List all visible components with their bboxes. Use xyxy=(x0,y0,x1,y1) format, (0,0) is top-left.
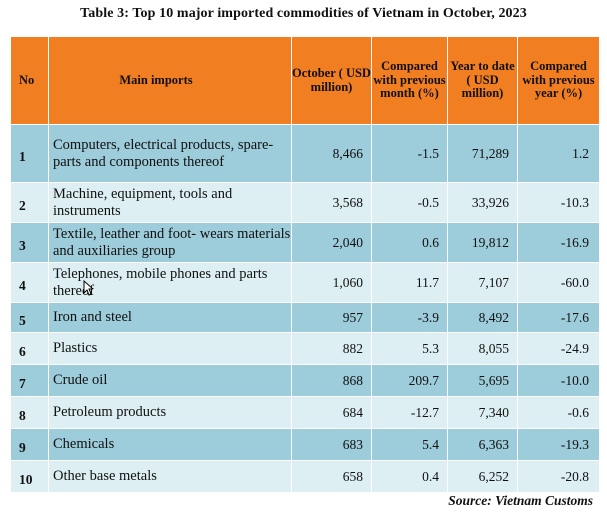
commodity-name: Iron and steel xyxy=(48,302,292,333)
commodity-name: Computers, electrical products, spare-pa… xyxy=(48,124,292,183)
ytd-value: 6,252 xyxy=(447,460,518,493)
ytd-value: 19,812 xyxy=(447,222,518,263)
ytd-value: 8,492 xyxy=(447,302,518,333)
header-main-imports: Main imports xyxy=(48,36,292,125)
october-value: 2,040 xyxy=(291,222,372,263)
table-row: 1 Computers, electrical products, spare-p… xyxy=(10,124,600,183)
yoy-change: -19.3 xyxy=(517,428,600,461)
header-ytd: Year to date ( USD million) xyxy=(447,36,518,125)
october-value: 8,466 xyxy=(291,124,372,183)
row-number: 1 xyxy=(10,124,49,183)
mom-change: -1.5 xyxy=(371,124,448,183)
header-october: October ( USD million) xyxy=(291,36,372,125)
table-row: 8 Petroleum products 684 -12.7 7,340 -0.6 xyxy=(10,396,600,429)
october-value: 868 xyxy=(291,364,372,397)
yoy-change: -10.3 xyxy=(517,182,600,223)
commodity-name: Chemicals xyxy=(48,428,292,461)
commodity-name: Plastics xyxy=(48,332,292,365)
table-row: 3 Textile, leather and foot- wears materi… xyxy=(10,222,600,263)
october-value: 683 xyxy=(291,428,372,461)
commodity-name: Machine, equipment, tools and instrument… xyxy=(48,182,292,223)
october-value: 684 xyxy=(291,396,372,429)
mom-change: -3.9 xyxy=(371,302,448,333)
yoy-change: -0.6 xyxy=(517,396,600,429)
commodity-name: Other base metals xyxy=(48,460,292,493)
ytd-value: 6,363 xyxy=(447,428,518,461)
yoy-change: 1.2 xyxy=(517,124,600,183)
ytd-value: 8,055 xyxy=(447,332,518,365)
october-value: 882 xyxy=(291,332,372,365)
commodity-name: Textile, leather and foot- wears materia… xyxy=(48,222,292,263)
yoy-change: -60.0 xyxy=(517,262,600,303)
yoy-change: -20.8 xyxy=(517,460,600,493)
ytd-value: 5,695 xyxy=(447,364,518,397)
row-number: 2 xyxy=(10,182,49,223)
row-number: 3 xyxy=(10,222,49,263)
commodity-name: Crude oil xyxy=(48,364,292,397)
header-row: No Main imports October ( USD million) C… xyxy=(10,36,600,125)
table-row: 6 Plastics 882 5.3 8,055 -24.9 xyxy=(10,332,600,365)
commodity-name: Telephones, mobile phones and parts ther… xyxy=(48,262,292,303)
mouse-pointer-icon xyxy=(83,280,93,296)
mom-change: 209.7 xyxy=(371,364,448,397)
ytd-value: 71,289 xyxy=(447,124,518,183)
ytd-value: 33,926 xyxy=(447,182,518,223)
table-row: 5 Iron and steel 957 -3.9 8,492 -17.6 xyxy=(10,302,600,333)
row-number: 9 xyxy=(10,428,49,461)
yoy-change: -17.6 xyxy=(517,302,600,333)
source-note: Source: Vietnam Customs xyxy=(448,493,593,508)
october-value: 1,060 xyxy=(291,262,372,303)
mom-change: 5.3 xyxy=(371,332,448,365)
row-number: 7 xyxy=(10,364,49,397)
row-number: 8 xyxy=(10,396,49,429)
row-number: 5 xyxy=(10,302,49,333)
ytd-value: 7,107 xyxy=(447,262,518,303)
yoy-change: -24.9 xyxy=(517,332,600,365)
row-number: 10 xyxy=(10,460,49,493)
october-value: 658 xyxy=(291,460,372,493)
mom-change: 11.7 xyxy=(371,262,448,303)
mom-change: 0.6 xyxy=(371,222,448,263)
october-value: 3,568 xyxy=(291,182,372,223)
mom-change: -12.7 xyxy=(371,396,448,429)
october-value: 957 xyxy=(291,302,372,333)
header-mom: Compared with previous month (%) xyxy=(371,36,448,125)
yoy-change: -10.0 xyxy=(517,364,600,397)
mom-change: 0.4 xyxy=(371,460,448,493)
table-row: 2 Machine, equipment, tools and instrumen… xyxy=(10,182,600,223)
mom-change: -0.5 xyxy=(371,182,448,223)
ytd-value: 7,340 xyxy=(447,396,518,429)
imports-table: No Main imports October ( USD million) C… xyxy=(10,36,600,493)
row-number: 4 xyxy=(10,262,49,303)
table-title: Table 3: Top 10 major imported commoditi… xyxy=(80,6,527,21)
table-row: 9 Chemicals 683 5.4 6,363 -19.3 xyxy=(10,428,600,461)
row-number: 6 xyxy=(10,332,49,365)
header-no: No xyxy=(10,36,49,125)
commodity-name: Petroleum products xyxy=(48,396,292,429)
mom-change: 5.4 xyxy=(371,428,448,461)
table-row: 10 Other base metals 658 0.4 6,252 -20.8 xyxy=(10,460,600,493)
yoy-change: -16.9 xyxy=(517,222,600,263)
header-yoy: Compared with previous year (%) xyxy=(517,36,600,125)
table-row: 4 Telephones, mobile phones and parts the… xyxy=(10,262,600,303)
table-row: 7 Crude oil 868 209.7 5,695 -10.0 xyxy=(10,364,600,397)
